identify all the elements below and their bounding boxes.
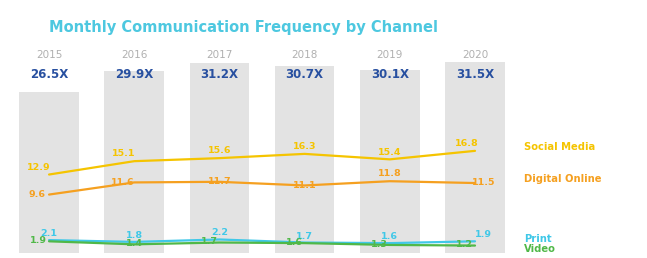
Bar: [19, 92, 79, 253]
Text: 26.5X: 26.5X: [30, 68, 68, 81]
Text: 11.6: 11.6: [111, 178, 134, 187]
Text: 12.9: 12.9: [27, 163, 50, 172]
Text: 2015: 2015: [36, 50, 62, 60]
Text: 1.8: 1.8: [126, 231, 143, 240]
Text: 1.2: 1.2: [456, 240, 474, 249]
Bar: [104, 71, 164, 253]
Text: Video: Video: [525, 244, 556, 254]
Text: 15.4: 15.4: [378, 148, 402, 157]
Text: 30.7X: 30.7X: [285, 68, 324, 81]
Text: 31.5X: 31.5X: [456, 68, 494, 81]
Text: 1.7: 1.7: [296, 232, 313, 241]
Text: 2017: 2017: [206, 50, 233, 60]
Text: 2020: 2020: [462, 50, 488, 60]
Text: 11.8: 11.8: [378, 170, 402, 179]
Text: 2.1: 2.1: [41, 229, 58, 238]
Bar: [445, 62, 505, 253]
Text: 2.2: 2.2: [211, 228, 228, 237]
Text: 11.7: 11.7: [208, 177, 231, 186]
Text: 15.1: 15.1: [113, 149, 136, 158]
Text: 1.4: 1.4: [126, 239, 143, 248]
Text: 2016: 2016: [121, 50, 148, 60]
Text: 16.3: 16.3: [293, 142, 316, 151]
Text: 16.8: 16.8: [455, 139, 478, 148]
Bar: [275, 67, 334, 253]
Text: Monthly Communication Frequency by Channel: Monthly Communication Frequency by Chann…: [49, 20, 438, 35]
Text: 2018: 2018: [291, 50, 318, 60]
Bar: [360, 70, 420, 253]
Text: 1.3: 1.3: [371, 240, 388, 249]
Text: 29.9X: 29.9X: [115, 68, 153, 81]
Text: 9.6: 9.6: [28, 190, 46, 199]
Text: 2019: 2019: [377, 50, 403, 60]
Text: 31.2X: 31.2X: [201, 68, 239, 81]
Text: 30.1X: 30.1X: [371, 68, 409, 81]
Text: 1.7: 1.7: [201, 237, 218, 246]
Text: Digital Online: Digital Online: [525, 174, 602, 184]
Text: 11.5: 11.5: [472, 178, 495, 187]
Text: 15.6: 15.6: [208, 146, 231, 155]
Text: 1.6: 1.6: [381, 232, 399, 241]
Text: 1.9: 1.9: [30, 236, 47, 245]
Text: 1.9: 1.9: [475, 230, 492, 239]
Text: Print: Print: [525, 235, 552, 245]
Text: 1.6: 1.6: [286, 238, 303, 247]
Text: 11.1: 11.1: [293, 181, 316, 190]
Bar: [190, 63, 249, 253]
Text: Social Media: Social Media: [525, 142, 596, 152]
